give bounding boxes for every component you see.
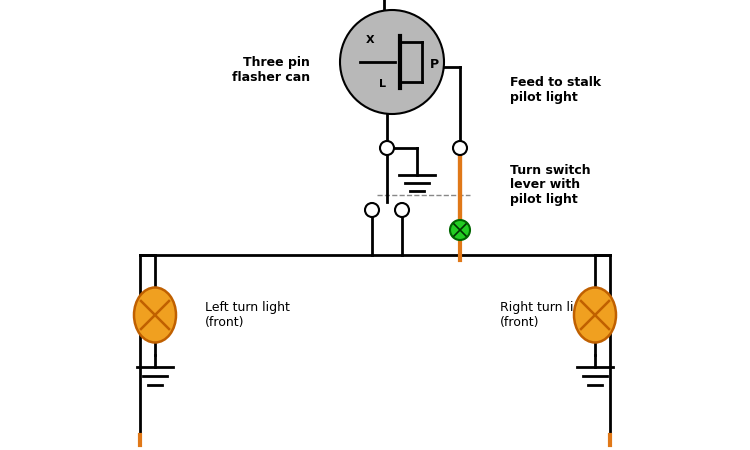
- Ellipse shape: [134, 288, 176, 342]
- Text: Right turn light
(front): Right turn light (front): [500, 301, 594, 329]
- Circle shape: [395, 203, 409, 217]
- Text: P: P: [430, 58, 439, 71]
- Text: L: L: [379, 79, 386, 89]
- Circle shape: [380, 141, 394, 155]
- Text: X: X: [366, 35, 374, 45]
- Circle shape: [365, 203, 379, 217]
- Ellipse shape: [574, 288, 616, 342]
- Text: Left turn light
(front): Left turn light (front): [205, 301, 290, 329]
- Text: Feed to stalk
pilot light: Feed to stalk pilot light: [510, 76, 602, 104]
- Circle shape: [453, 141, 467, 155]
- Text: Three pin
flasher can: Three pin flasher can: [232, 56, 310, 84]
- Text: Turn switch
lever with
pilot light: Turn switch lever with pilot light: [510, 163, 591, 207]
- Circle shape: [340, 10, 444, 114]
- Circle shape: [450, 220, 470, 240]
